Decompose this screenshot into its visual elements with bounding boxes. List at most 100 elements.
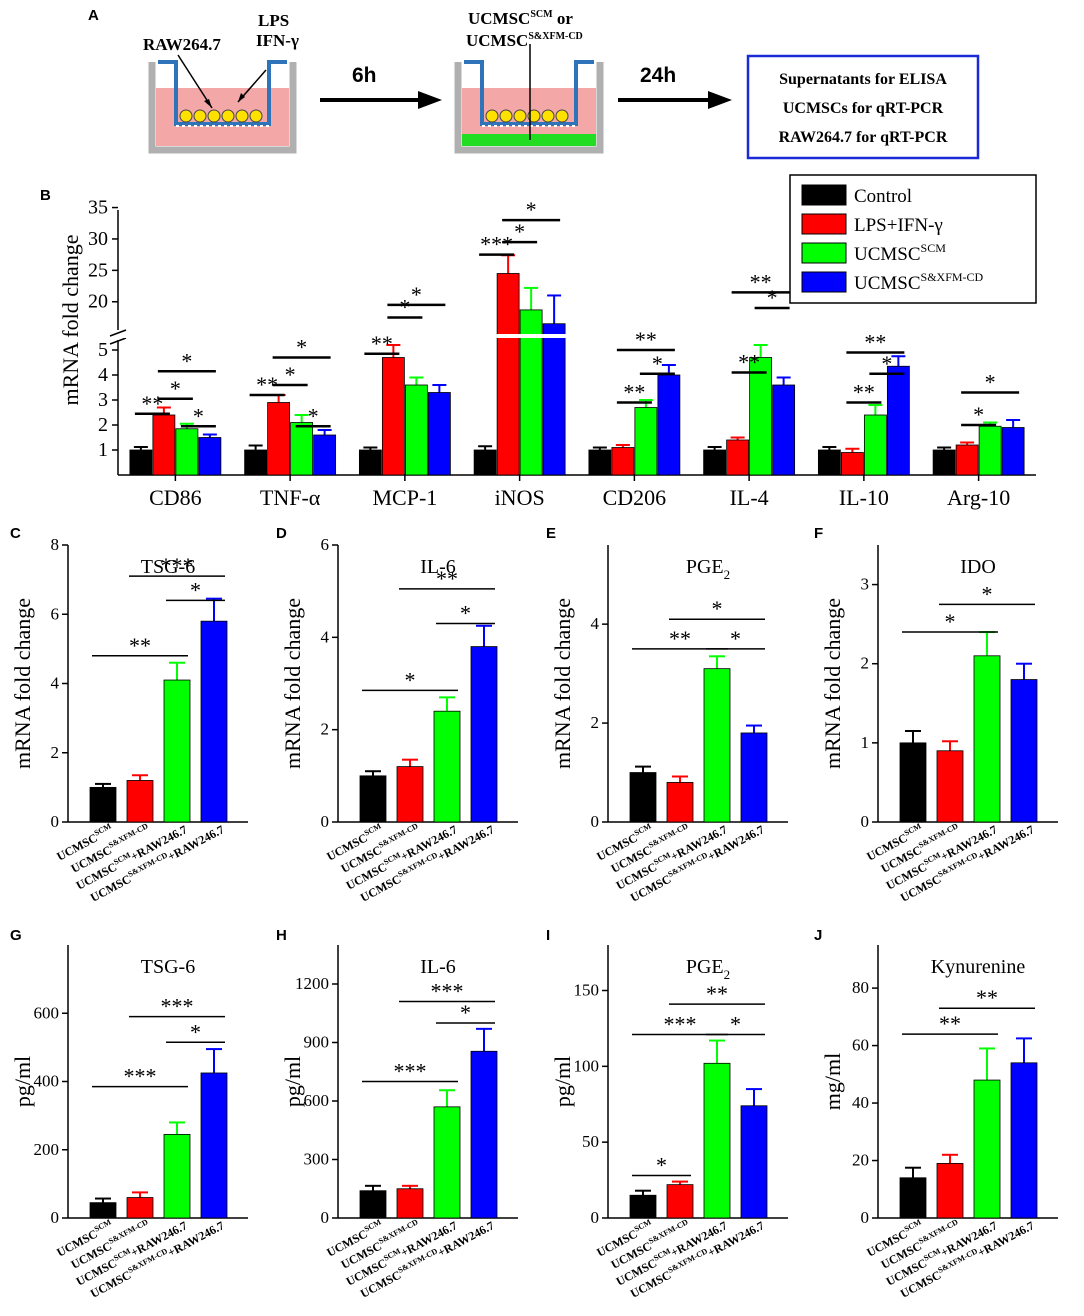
y-tick-label: 2 — [321, 720, 330, 739]
raw-cell — [221, 109, 235, 123]
chart-title-text: TSG-6 — [141, 556, 195, 578]
y-axis-title: mRNA fold change — [280, 598, 305, 769]
y-tick-label: 30 — [88, 228, 108, 250]
significance-label: * — [285, 362, 296, 387]
chart-title: PGE2 — [686, 956, 730, 982]
significance-label: ** — [635, 327, 657, 352]
bar — [396, 1188, 424, 1219]
chart-title: PGE2 — [686, 556, 730, 582]
well-1-stim-label-2: IFN-γ — [256, 31, 299, 50]
y-tick-label: 0 — [591, 1208, 600, 1227]
y-tick-label: 6 — [321, 535, 330, 554]
bar — [267, 402, 291, 476]
panel-j-label: J — [814, 927, 822, 944]
significance-label: * — [460, 1000, 471, 1025]
well-1-cell-label: RAW264.7 — [143, 35, 221, 54]
bar — [163, 679, 191, 823]
bar — [899, 1177, 927, 1219]
bar — [840, 452, 864, 476]
well-1-stim-label-1: LPS — [258, 11, 289, 30]
bar — [129, 449, 153, 476]
raw-cell — [249, 109, 263, 123]
x-category-label: MCP-1 — [372, 485, 437, 510]
culture-well-1: RAW264.7 LPS IFN-γ — [143, 11, 299, 154]
significance-label: * — [399, 294, 410, 319]
bar — [473, 449, 497, 476]
significance-label: * — [514, 219, 525, 244]
protocol-line-2: UCMSCs for qRT-PCR — [783, 100, 944, 117]
x-category-label: iNOS — [495, 485, 545, 510]
significance-label: ** — [141, 391, 163, 416]
significance-label: *** — [161, 553, 194, 578]
y-tick-label: 2 — [861, 654, 870, 673]
legend-swatch-control — [801, 184, 847, 206]
panel-b-label: B — [40, 187, 51, 204]
significance-label: *** — [161, 994, 194, 1019]
y-tick-label: 2 — [51, 743, 60, 762]
legend-label-control: Control — [854, 186, 912, 207]
bar — [936, 1163, 964, 1219]
chart-title-text: IL-6 — [420, 556, 456, 578]
y-tick-label: 50 — [582, 1132, 599, 1151]
bar — [886, 365, 910, 476]
bar — [703, 449, 727, 476]
panel-i-label: I — [546, 927, 550, 944]
bar — [1010, 1062, 1038, 1219]
well-2-label-1: UCMSCSCM or — [468, 9, 573, 28]
bar — [290, 422, 314, 476]
panel-j-chart: J020406080Kynureninemg/mlUCMSCSCMUCMSCS&… — [814, 927, 1058, 1301]
well-1-transwell-insert — [158, 60, 287, 126]
bar — [358, 449, 382, 476]
x-category-sup: SCM — [93, 821, 113, 838]
significance-label: * — [712, 596, 723, 621]
bar — [198, 437, 222, 476]
bar — [863, 414, 887, 476]
significance-label: ** — [623, 380, 645, 405]
bar — [470, 1050, 498, 1219]
y-tick-label: 600 — [304, 1091, 330, 1110]
y-tick-label: 200 — [34, 1140, 60, 1159]
bar — [772, 384, 796, 476]
x-category-sup: SCM — [633, 821, 653, 838]
significance-label: * — [405, 667, 416, 692]
y-tick-label: 6 — [51, 604, 60, 623]
chart-title: IL-6 — [420, 956, 456, 978]
bar — [1001, 427, 1025, 476]
chart-title-text: PGE — [686, 556, 724, 578]
y-tick-label: 150 — [574, 981, 600, 1000]
bar — [200, 1072, 228, 1219]
bar — [726, 439, 750, 476]
bar — [629, 1194, 657, 1219]
x-category-sup: SCM — [633, 1217, 653, 1234]
significance-label: ** — [939, 1011, 961, 1036]
significance-label: * — [193, 403, 204, 428]
chart-title-subscript: 2 — [724, 567, 731, 582]
bar — [740, 732, 768, 823]
axis-break-band — [119, 334, 1037, 338]
significance-label: * — [656, 1153, 667, 1178]
x-category-sup: SCM — [903, 821, 923, 838]
significance-label: ** — [853, 380, 875, 405]
bar — [163, 1133, 191, 1219]
well-2-transwell-insert — [464, 60, 594, 126]
raw-cell — [235, 109, 249, 123]
significance-label: * — [308, 403, 319, 428]
x-category-label: CD206 — [603, 485, 667, 510]
well-1-raw-cells — [179, 109, 263, 123]
raw-cell — [541, 109, 555, 123]
significance-label: * — [945, 609, 956, 634]
bar — [359, 1190, 387, 1219]
y-axis-title: pg/ml — [280, 1056, 305, 1107]
y-tick-label: 5 — [98, 339, 108, 361]
chart-title-text: IL-6 — [420, 956, 456, 978]
y-tick-label: 1 — [861, 733, 870, 752]
raw-cell — [179, 109, 193, 123]
y-tick-label: 600 — [34, 1003, 60, 1022]
bar — [542, 323, 566, 476]
significance-label: * — [181, 348, 192, 373]
chart-title: TSG-6 — [141, 556, 195, 578]
bar — [588, 449, 612, 476]
